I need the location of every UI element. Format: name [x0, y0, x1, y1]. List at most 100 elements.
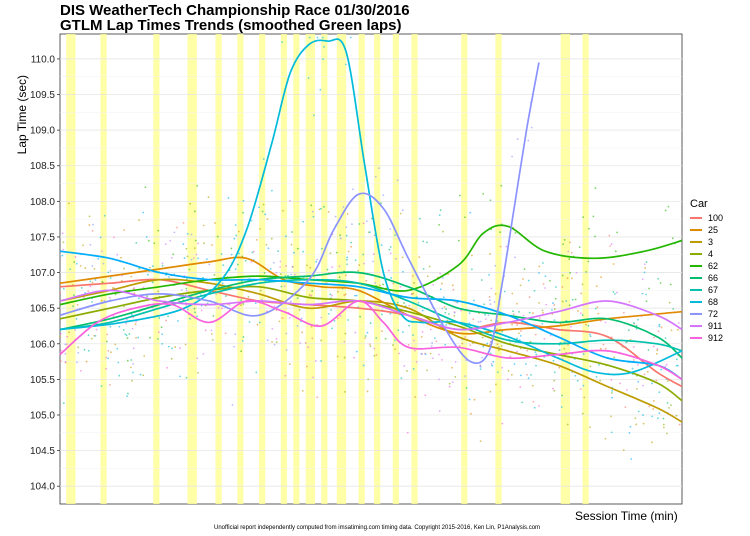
lap-point	[460, 309, 462, 312]
lap-point	[595, 285, 598, 288]
lap-point	[291, 266, 294, 268]
lap-point	[333, 319, 336, 322]
lap-point	[558, 349, 561, 352]
lap-point	[157, 338, 159, 340]
lap-point	[290, 243, 293, 246]
lap-point	[512, 310, 514, 313]
lap-point	[95, 328, 98, 331]
lap-point	[189, 317, 191, 320]
legend-swatch	[690, 229, 702, 231]
lap-point	[210, 333, 213, 335]
lap-point	[600, 276, 603, 279]
legend-entry: 911	[690, 320, 723, 332]
lap-point	[657, 330, 660, 333]
chart-title: DIS WeatherTech Championship Race 01/30/…	[60, 2, 410, 19]
lap-point	[301, 331, 304, 334]
lap-point	[262, 158, 265, 160]
lap-point	[414, 349, 416, 352]
lap-point	[108, 296, 111, 299]
trend-line-3	[59, 278, 683, 423]
lap-point	[309, 266, 312, 269]
lap-point	[469, 211, 472, 214]
lap-point	[541, 322, 544, 325]
lap-point	[451, 284, 454, 287]
lap-point	[117, 361, 120, 364]
lap-point	[94, 334, 97, 337]
y-tick-label-1: 104.5	[30, 446, 55, 457]
lap-point	[625, 341, 628, 344]
lap-point	[553, 304, 556, 306]
lap-point	[130, 275, 133, 278]
lap-point	[415, 360, 418, 363]
lap-point	[382, 194, 385, 197]
lap-point	[182, 221, 185, 224]
lap-point	[511, 292, 514, 295]
lap-point	[130, 359, 133, 361]
lap-point	[66, 343, 68, 346]
lap-point	[527, 279, 530, 282]
caution-band-11	[336, 34, 347, 504]
lap-point	[296, 297, 299, 300]
lap-point	[612, 291, 615, 293]
lap-point	[582, 216, 585, 219]
lap-point	[271, 189, 273, 192]
trend-line-62	[59, 224, 683, 306]
lap-point	[552, 302, 554, 304]
lap-point	[570, 325, 572, 328]
lap-point	[132, 371, 134, 374]
lap-point	[438, 353, 440, 356]
lap-point	[144, 186, 147, 189]
lap-point	[384, 337, 387, 340]
lap-point	[657, 277, 660, 280]
lap-point	[320, 316, 323, 319]
lap-point	[486, 342, 489, 345]
legend-swatch	[690, 241, 702, 243]
lap-point	[339, 237, 342, 240]
lap-point	[611, 390, 614, 392]
lap-point	[435, 340, 438, 343]
lap-point	[179, 347, 181, 350]
lap-point	[658, 391, 661, 394]
lap-point	[558, 366, 561, 369]
lap-point	[498, 349, 500, 352]
lap-point	[553, 379, 556, 382]
lap-point	[528, 296, 531, 298]
caution-band-16	[461, 34, 468, 504]
lap-point	[312, 376, 315, 379]
lap-point	[100, 250, 103, 253]
lap-point	[645, 261, 648, 264]
lap-point	[493, 301, 496, 303]
lap-point	[587, 324, 590, 327]
lap-point	[662, 423, 665, 426]
y-tick-label-4: 106.0	[30, 339, 55, 350]
lap-point	[192, 257, 195, 259]
lap-point	[327, 312, 330, 315]
lap-point	[489, 352, 492, 355]
lap-point	[378, 284, 381, 287]
lap-point	[366, 331, 369, 334]
lap-point	[479, 320, 482, 323]
lap-point	[482, 192, 485, 195]
lap-point	[662, 417, 665, 420]
lap-point	[424, 394, 427, 397]
lap-point	[610, 415, 612, 418]
legend-title: Car	[690, 198, 708, 210]
lap-point	[346, 258, 348, 261]
lap-point	[635, 327, 638, 330]
lap-point	[102, 262, 105, 265]
lap-point	[612, 263, 615, 265]
lap-point	[395, 257, 397, 260]
lap-point	[628, 300, 631, 303]
lap-point	[126, 337, 129, 340]
lap-point	[399, 285, 402, 288]
lap-point	[489, 390, 492, 393]
lap-point	[651, 382, 653, 385]
lap-point	[205, 258, 208, 260]
lap-point	[562, 243, 565, 246]
lap-point	[197, 371, 199, 374]
lap-point	[516, 324, 519, 326]
lap-point	[582, 384, 585, 387]
lap-point	[604, 437, 607, 440]
lap-point	[489, 303, 492, 305]
lap-point	[336, 290, 339, 293]
